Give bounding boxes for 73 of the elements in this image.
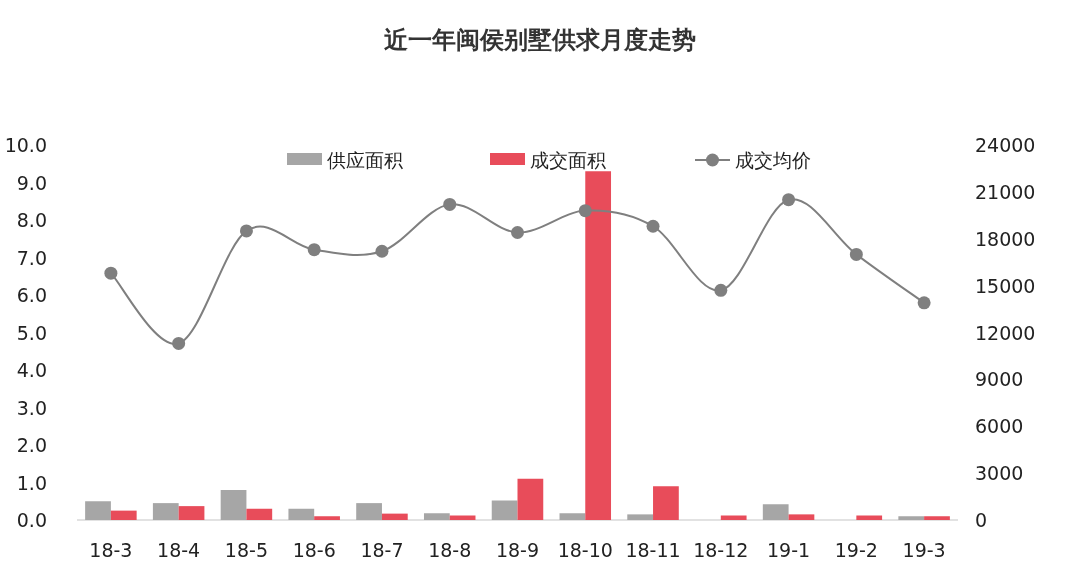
bar bbox=[423, 513, 450, 520]
y-tick-label: 5.0 bbox=[16, 321, 47, 344]
y-tick-label: 9.0 bbox=[16, 171, 47, 194]
x-tick-label: 18-6 bbox=[292, 539, 336, 561]
point bbox=[375, 244, 389, 258]
y2-tick-label: 18000 bbox=[975, 227, 1036, 250]
legend-label: 成交均价 bbox=[735, 149, 811, 171]
bar bbox=[152, 503, 179, 520]
bar bbox=[856, 515, 883, 520]
y2-tick-label: 24000 bbox=[975, 134, 1036, 156]
point bbox=[782, 193, 796, 207]
x-tick-label: 18-3 bbox=[89, 539, 133, 561]
bar bbox=[788, 514, 815, 520]
point bbox=[578, 204, 592, 218]
y2-tick-label: 15000 bbox=[975, 274, 1036, 297]
y2-tick-label: 21000 bbox=[975, 180, 1036, 203]
x-tick-label: 18-10 bbox=[557, 539, 613, 561]
y2-tick-label: 3000 bbox=[975, 462, 1024, 485]
bar bbox=[762, 504, 789, 520]
point bbox=[646, 219, 660, 233]
x-tick-label: 18-12 bbox=[693, 539, 749, 561]
bar bbox=[898, 516, 925, 520]
point bbox=[104, 266, 118, 280]
point bbox=[307, 243, 321, 257]
point bbox=[239, 224, 253, 238]
point bbox=[443, 197, 457, 211]
chart-title: 近一年闽侯别墅供求月度走势 bbox=[384, 26, 696, 54]
bar bbox=[653, 486, 679, 520]
y-tick-label: 10.0 bbox=[4, 134, 47, 156]
legend-label: 成交面积 bbox=[530, 149, 606, 171]
x-tick-label: 18-9 bbox=[495, 539, 540, 561]
bar bbox=[85, 501, 111, 520]
bar bbox=[720, 515, 747, 520]
x-tick-label: 19-1 bbox=[767, 539, 811, 561]
point bbox=[849, 247, 863, 261]
y-tick-label: 7.0 bbox=[16, 246, 47, 269]
y-tick-label: 1.0 bbox=[16, 471, 47, 494]
y-tick-label: 2.0 bbox=[16, 434, 47, 456]
y2-tick-label: 9000 bbox=[975, 368, 1024, 391]
point bbox=[917, 296, 931, 310]
y-tick-label: 6.0 bbox=[16, 284, 47, 306]
y2-tick-label: 0 bbox=[975, 509, 988, 531]
x-tick-label: 19-2 bbox=[834, 539, 878, 561]
bar bbox=[314, 516, 340, 520]
y2-tick-label: 12000 bbox=[975, 321, 1036, 344]
x-tick-label: 18-5 bbox=[224, 539, 268, 561]
y2-tick-label: 6000 bbox=[975, 415, 1024, 438]
bar bbox=[585, 171, 612, 520]
bar bbox=[110, 510, 137, 520]
bar bbox=[178, 506, 205, 520]
y-tick-label: 4.0 bbox=[16, 359, 47, 381]
bar bbox=[356, 503, 382, 520]
x-tick-label: 18-8 bbox=[428, 539, 472, 561]
bar bbox=[381, 513, 408, 520]
bar bbox=[517, 478, 544, 520]
bar bbox=[220, 490, 247, 520]
y-tick-label: 3.0 bbox=[16, 396, 47, 419]
y-tick-label: 8.0 bbox=[16, 209, 47, 231]
point bbox=[714, 283, 728, 297]
bar bbox=[627, 514, 654, 520]
x-tick-label: 18-11 bbox=[625, 539, 681, 561]
point bbox=[511, 226, 524, 239]
bar bbox=[924, 516, 950, 520]
legend-label: 供应面积 bbox=[327, 149, 403, 171]
x-tick-label: 18-4 bbox=[157, 539, 201, 561]
x-tick-label: 19-3 bbox=[902, 539, 946, 561]
bar bbox=[246, 508, 273, 520]
y-tick-label: 0.0 bbox=[16, 509, 47, 531]
bar bbox=[491, 500, 518, 520]
x-tick-label: 18-7 bbox=[360, 539, 404, 561]
point bbox=[172, 336, 186, 350]
bar bbox=[559, 513, 586, 520]
bar bbox=[288, 508, 315, 520]
